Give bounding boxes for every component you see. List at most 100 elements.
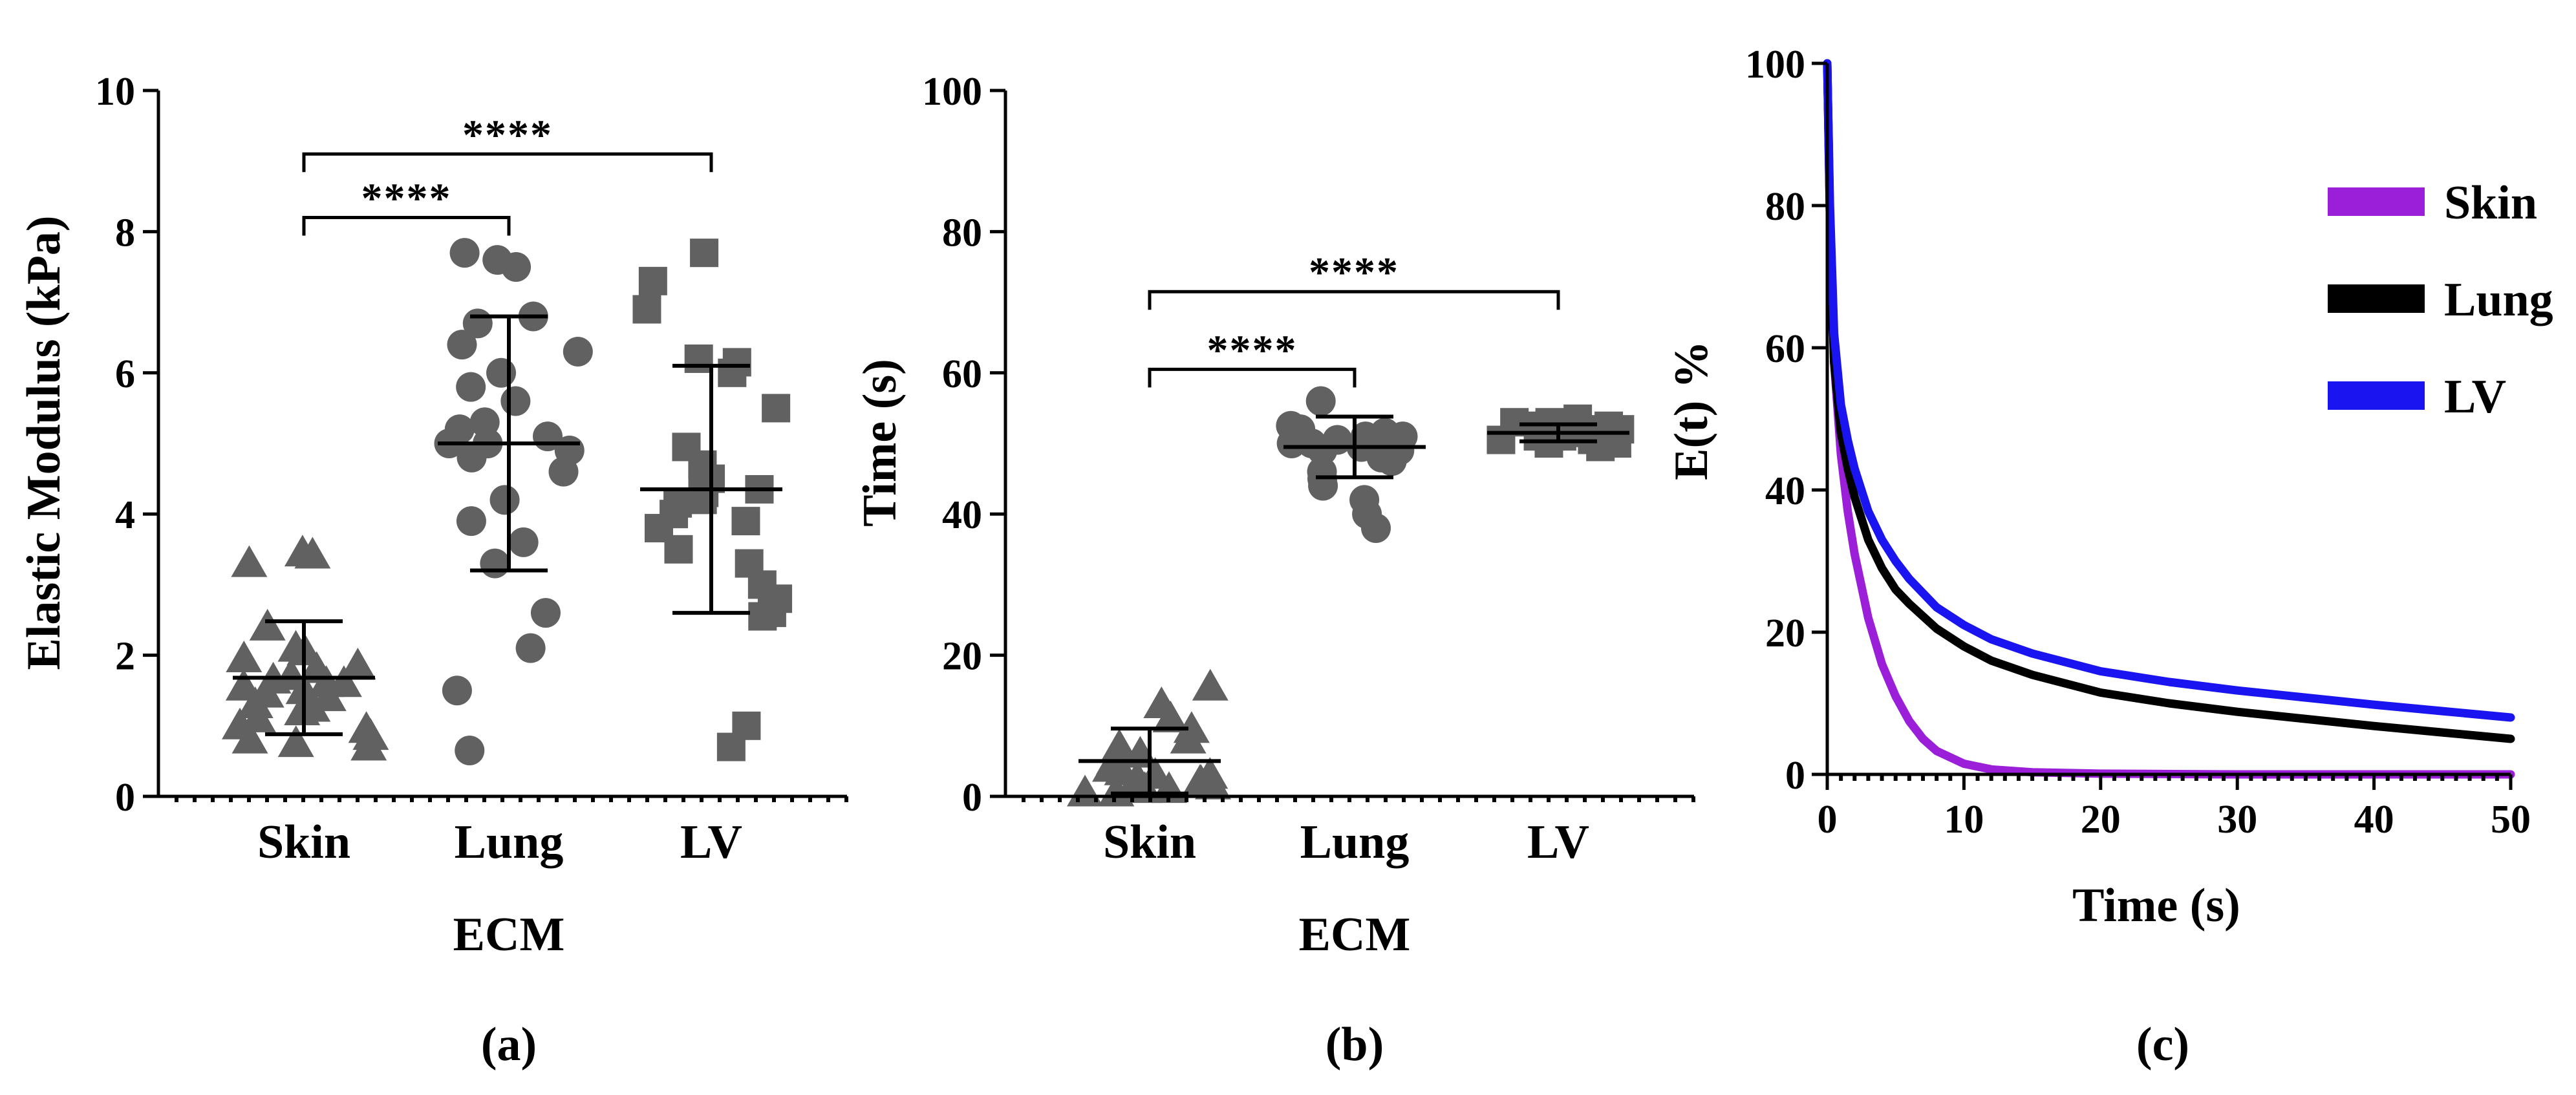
a-x-minor-tick xyxy=(374,796,378,802)
c-x-minor-tick xyxy=(2112,774,2116,781)
c-x-minor-tick xyxy=(2399,774,2403,781)
c-legend-label-skin: Skin xyxy=(2444,176,2537,229)
a-point-lv xyxy=(690,239,719,268)
a-ytick-label-5: 10 xyxy=(95,70,135,114)
panel-a-label: (a) xyxy=(481,1018,537,1071)
c-legend-label-lung: Lung xyxy=(2444,273,2553,326)
a-point-lung xyxy=(442,675,472,706)
a-x-minor-tick xyxy=(808,796,812,802)
panel-b-marks: ******** xyxy=(1067,249,1635,807)
panel-c-ylabel: E(t) % xyxy=(1665,341,1718,480)
a-point-lv xyxy=(664,535,693,564)
c-x-minor-tick xyxy=(2153,774,2158,781)
a-point-skin xyxy=(350,728,387,761)
b-ytick-label-1: 20 xyxy=(942,635,982,679)
panel-a-marks: ******** xyxy=(222,111,793,766)
b-x-minor-tick xyxy=(1474,796,1478,802)
b-ytick-label-0: 0 xyxy=(962,776,982,820)
a-point-skin xyxy=(308,665,345,697)
a-x-minor-tick xyxy=(790,796,794,802)
b-x-minor-tick xyxy=(1583,796,1587,802)
c-x-minor-tick xyxy=(2467,774,2472,781)
b-x-minor-tick xyxy=(1022,796,1025,802)
a-x-minor-tick xyxy=(573,796,577,802)
a-x-minor-tick xyxy=(265,796,269,802)
a-x-minor-tick xyxy=(555,796,559,802)
a-x-minor-tick xyxy=(537,796,541,802)
a-x-minor-tick xyxy=(464,796,468,802)
panel-c-xlabel: Time (s) xyxy=(2072,879,2240,932)
b-point-lung xyxy=(1305,386,1336,416)
b-x-minor-tick xyxy=(1438,796,1442,802)
a-point-lung xyxy=(455,736,485,766)
c-x-minor-tick xyxy=(1839,774,1843,781)
c-ytick-label-0: 0 xyxy=(1785,754,1805,798)
a-point-lung xyxy=(515,633,546,663)
b-x-minor-tick xyxy=(1040,796,1044,802)
a-point-lung xyxy=(456,506,486,537)
c-x-minor-tick xyxy=(2126,774,2131,781)
b-point-lv xyxy=(1586,432,1615,462)
c-x-minor-tick xyxy=(2345,774,2349,781)
b-x-minor-tick xyxy=(1420,796,1424,802)
c-xtick-label-1: 10 xyxy=(1944,798,1984,842)
c-legend-swatch-lv xyxy=(2328,381,2425,410)
a-point-lung xyxy=(456,442,487,473)
c-legend-label-lv: LV xyxy=(2444,370,2506,423)
b-x-minor-tick xyxy=(1565,796,1569,802)
b-ytick-label-4: 80 xyxy=(942,211,982,255)
b-point-skin xyxy=(1170,721,1207,754)
c-x-minor-tick xyxy=(2331,774,2335,781)
c-x-minor-tick xyxy=(2194,774,2198,781)
a-point-lung xyxy=(500,386,531,416)
panel-c-axes: 0 20 40 60 80 100 0 10 20 30 40 50 xyxy=(1745,43,2531,842)
c-x-minor-tick xyxy=(2016,774,2021,781)
a-point-skin xyxy=(294,537,331,569)
panel-b-axes: 0 20 40 60 80 100 Skin Lung LV xyxy=(922,70,1695,869)
c-x-minor-tick xyxy=(2440,774,2445,781)
a-x-minor-tick xyxy=(772,796,776,802)
b-point-lung xyxy=(1377,446,1407,476)
b-sig-bracket-1 xyxy=(1148,290,1560,310)
b-x-minor-tick xyxy=(1329,796,1333,802)
b-point-skin xyxy=(1152,700,1189,732)
b-x-minor-tick xyxy=(1384,796,1388,802)
a-point-lv xyxy=(731,507,760,536)
a-point-lung xyxy=(480,548,510,579)
b-sig-label-0: **** xyxy=(1207,326,1298,374)
c-x-minor-tick xyxy=(2495,774,2499,781)
a-point-lung xyxy=(548,456,579,487)
c-x-minor-tick xyxy=(2180,774,2185,781)
a-x-minor-tick xyxy=(211,796,215,802)
c-x-minor-tick xyxy=(1935,774,1939,781)
b-x-minor-tick xyxy=(1058,796,1062,802)
c-x-minor-tick xyxy=(2140,774,2144,781)
a-point-skin xyxy=(231,721,268,754)
b-x-minor-tick xyxy=(1166,796,1170,802)
b-x-minor-tick xyxy=(1239,796,1243,802)
a-x-minor-tick xyxy=(410,796,414,802)
c-x-minor-tick xyxy=(1920,774,1925,781)
c-x-minor-tick xyxy=(2167,774,2171,781)
b-x-minor-tick xyxy=(1293,796,1297,802)
b-x-minor-tick xyxy=(1402,796,1406,802)
panel-a-xlabel: ECM xyxy=(453,908,565,961)
a-point-lung xyxy=(456,372,486,402)
c-curve-lung xyxy=(1823,59,2515,743)
b-ytick-label-5: 100 xyxy=(922,70,982,114)
a-point-lung xyxy=(489,485,520,515)
c-x-minor-tick xyxy=(2030,774,2035,781)
a-point-lung xyxy=(447,330,477,360)
b-x-minor-tick xyxy=(1691,796,1695,802)
a-x-minor-tick xyxy=(609,796,613,802)
c-x-minor-tick xyxy=(1975,774,1980,781)
a-point-lv xyxy=(718,358,747,387)
panel-b: ******** 0 20 40 60 80 100 Skin Lung LV Time (s)… xyxy=(853,70,1695,1071)
b-x-minor-tick xyxy=(1257,796,1261,802)
c-xtick-label-3: 30 xyxy=(2217,798,2257,842)
b-x-minor-tick xyxy=(1547,796,1551,802)
a-xtick-label-0: Skin xyxy=(257,816,350,869)
a-point-lung xyxy=(563,337,593,367)
a-point-lung xyxy=(449,238,480,268)
